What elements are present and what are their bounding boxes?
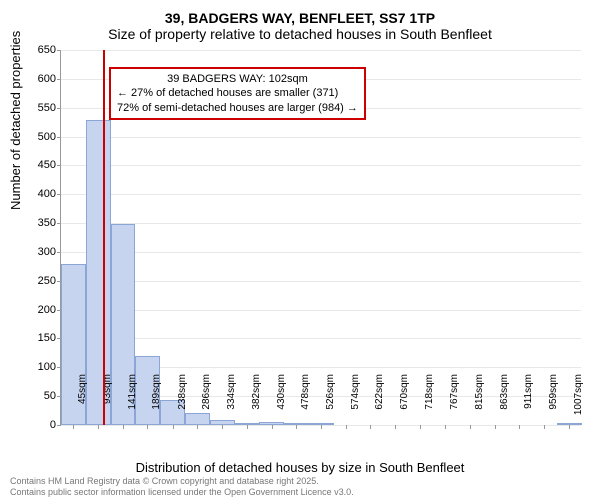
- x-tick-mark: [544, 425, 545, 429]
- x-tick-label: 286sqm: [201, 374, 212, 424]
- x-tick-mark: [321, 425, 322, 429]
- y-tick-mark: [57, 425, 61, 426]
- info-callout-box: 39 BADGERS WAY: 102sqm ← 27% of detached…: [109, 67, 366, 120]
- x-tick-mark: [272, 425, 273, 429]
- x-tick-label: 670sqm: [399, 374, 410, 424]
- gridline: [61, 194, 581, 195]
- x-tick-label: 863sqm: [499, 374, 510, 424]
- x-tick-mark: [519, 425, 520, 429]
- footer-line1: Contains HM Land Registry data © Crown c…: [10, 476, 354, 487]
- x-tick-label: 815sqm: [474, 374, 485, 424]
- y-tick-mark: [57, 108, 61, 109]
- x-tick-mark: [98, 425, 99, 429]
- property-marker-line: [103, 50, 105, 425]
- x-tick-label: 959sqm: [548, 374, 559, 424]
- chart-title: 39, BADGERS WAY, BENFLEET, SS7 1TP: [0, 0, 600, 26]
- footer-attribution: Contains HM Land Registry data © Crown c…: [10, 476, 354, 498]
- gridline: [61, 165, 581, 166]
- gridline: [61, 50, 581, 51]
- gridline: [61, 338, 581, 339]
- y-tick-mark: [57, 50, 61, 51]
- x-tick-label: 1007sqm: [573, 374, 584, 424]
- histogram-chart: 39, BADGERS WAY, BENFLEET, SS7 1TP Size …: [0, 0, 600, 500]
- x-tick-label: 141sqm: [127, 374, 138, 424]
- y-tick-mark: [57, 165, 61, 166]
- x-tick-label: 238sqm: [177, 374, 188, 424]
- x-tick-label: 382sqm: [251, 374, 262, 424]
- x-axis-label: Distribution of detached houses by size …: [0, 460, 600, 475]
- y-tick-label: 300: [26, 246, 56, 258]
- x-tick-mark: [173, 425, 174, 429]
- info-line-smaller: ← 27% of detached houses are smaller (37…: [117, 86, 358, 100]
- x-tick-label: 767sqm: [449, 374, 460, 424]
- y-axis-label: Number of detached properties: [8, 31, 23, 210]
- y-tick-label: 350: [26, 217, 56, 229]
- plot-area: 0501001502002503003504004505005506006504…: [60, 50, 581, 426]
- x-tick-mark: [296, 425, 297, 429]
- x-tick-label: 574sqm: [350, 374, 361, 424]
- y-tick-mark: [57, 79, 61, 80]
- info-line-property: 39 BADGERS WAY: 102sqm: [117, 72, 358, 86]
- y-tick-label: 50: [26, 390, 56, 402]
- y-tick-label: 550: [26, 102, 56, 114]
- x-tick-mark: [445, 425, 446, 429]
- x-tick-mark: [247, 425, 248, 429]
- x-tick-label: 526sqm: [325, 374, 336, 424]
- x-tick-mark: [420, 425, 421, 429]
- x-tick-label: 430sqm: [276, 374, 287, 424]
- y-tick-label: 250: [26, 275, 56, 287]
- x-tick-mark: [395, 425, 396, 429]
- gridline: [61, 281, 581, 282]
- y-tick-label: 150: [26, 332, 56, 344]
- footer-line2: Contains public sector information licen…: [10, 487, 354, 498]
- x-tick-mark: [569, 425, 570, 429]
- chart-subtitle: Size of property relative to detached ho…: [0, 26, 600, 42]
- gridline: [61, 223, 581, 224]
- x-tick-mark: [495, 425, 496, 429]
- y-tick-label: 100: [26, 361, 56, 373]
- info-line-larger: 72% of semi-detached houses are larger (…: [117, 101, 358, 115]
- y-tick-label: 200: [26, 304, 56, 316]
- x-tick-mark: [123, 425, 124, 429]
- y-tick-label: 400: [26, 188, 56, 200]
- y-tick-mark: [57, 137, 61, 138]
- x-tick-mark: [346, 425, 347, 429]
- x-tick-label: 622sqm: [374, 374, 385, 424]
- y-tick-label: 0: [26, 419, 56, 431]
- gridline: [61, 137, 581, 138]
- x-tick-label: 478sqm: [300, 374, 311, 424]
- y-tick-mark: [57, 223, 61, 224]
- y-tick-label: 450: [26, 159, 56, 171]
- gridline: [61, 310, 581, 311]
- gridline: [61, 252, 581, 253]
- x-tick-label: 911sqm: [523, 374, 534, 424]
- x-tick-mark: [370, 425, 371, 429]
- x-tick-mark: [470, 425, 471, 429]
- x-tick-label: 718sqm: [424, 374, 435, 424]
- y-tick-label: 600: [26, 73, 56, 85]
- x-tick-mark: [197, 425, 198, 429]
- x-tick-mark: [147, 425, 148, 429]
- y-tick-label: 500: [26, 131, 56, 143]
- x-tick-mark: [222, 425, 223, 429]
- x-tick-mark: [73, 425, 74, 429]
- x-tick-label: 334sqm: [226, 374, 237, 424]
- y-tick-mark: [57, 252, 61, 253]
- x-tick-label: 45sqm: [77, 374, 88, 424]
- x-tick-label: 189sqm: [151, 374, 162, 424]
- y-tick-mark: [57, 194, 61, 195]
- y-tick-label: 650: [26, 44, 56, 56]
